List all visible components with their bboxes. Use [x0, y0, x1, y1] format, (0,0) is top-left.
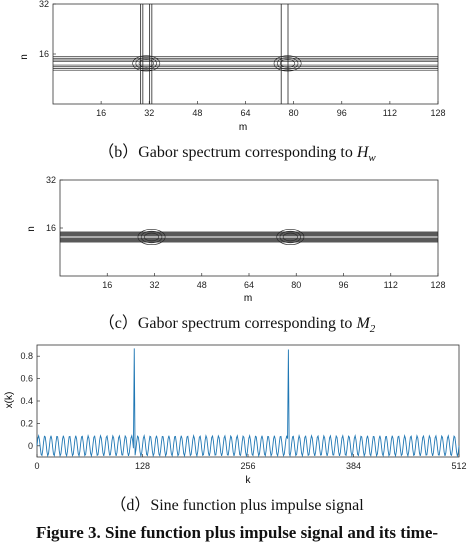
contour-blob: [279, 230, 302, 244]
axes-b: 16 32 48 64 80 96 112 128 16 32: [39, 0, 446, 118]
x-tick-label-d: 256: [240, 461, 255, 471]
y-tick-label-c: 32: [46, 175, 56, 185]
y-tick-label-d: 0.6: [20, 374, 33, 384]
x-tick-label-d: 0: [34, 461, 39, 471]
plot-frame-c: [59, 179, 439, 277]
ylabel-c: n: [26, 226, 37, 232]
gabor-spectrum-hw-panel: 16 32 48 64 80 96 112 128 16 32 m n: [19, 0, 446, 133]
x-tick-label-c: 16: [102, 280, 112, 290]
contour-blob: [137, 229, 166, 246]
contour-blob: [144, 232, 160, 242]
caption-b-text: （b）Gabor spectrum corresponding to: [98, 144, 357, 161]
xlabel-c: m: [244, 293, 252, 304]
x-tick-label-d: 384: [346, 461, 361, 471]
xlabel-b: m: [239, 122, 247, 133]
contour-blob: [282, 232, 298, 242]
plot-frame-b: [52, 3, 439, 105]
contour-blob: [276, 229, 305, 246]
contour-blob: [276, 57, 299, 70]
caption-b: （b）Gabor spectrum corresponding to Hw: [0, 143, 474, 168]
y-tick-label-d: 0: [28, 441, 33, 451]
y-tick-label-d: 0.8: [20, 351, 33, 361]
caption-c: （c）Gabor spectrum corresponding to M2: [0, 314, 474, 339]
figure-title: Figure 3. Sine function plus impulse sig…: [35, 523, 439, 542]
sine-impulse-signal-panel: 0 128 256 384 512 0 0.2 0.4 0.6 0.8 k x(k): [4, 344, 467, 486]
x-tick-label-b: 128: [430, 108, 445, 118]
caption-d: （d）Sine function plus impulse signal: [110, 497, 364, 514]
axes-d: 0 128 256 384 512 0 0.2 0.4 0.6 0.8: [20, 351, 466, 471]
x-tick-label-b: 80: [289, 108, 299, 118]
x-tick-label-b: 16: [96, 108, 106, 118]
x-tick-label-d: 512: [451, 461, 466, 471]
x-tick-label-b: 96: [337, 108, 347, 118]
ylabel-b: n: [19, 54, 30, 60]
contour-blob: [138, 59, 154, 68]
y-tick-label-c: 16: [46, 223, 56, 233]
gabor-spectrum-m2-panel: 16 32 48 64 80 96 112 128 16 32 m n: [26, 175, 446, 304]
x-tick-label-b: 64: [240, 108, 250, 118]
x-tick-label-c: 112: [384, 280, 398, 290]
caption-c-text: （c）Gabor spectrum corresponding to: [98, 315, 357, 332]
x-tick-label-c: 32: [149, 280, 159, 290]
ylabel-d: x(k): [4, 392, 15, 409]
contour-lines-b: [53, 4, 438, 104]
y-tick-label-b: 16: [39, 49, 49, 59]
caption-b-subscript: w: [368, 152, 376, 165]
plot-frame-d: [36, 344, 460, 458]
contour-lines-c: [60, 229, 438, 246]
contour-blob: [140, 230, 163, 244]
contour-blob: [273, 55, 302, 72]
caption-b-symbol: H: [356, 144, 369, 161]
x-tick-label-b: 32: [144, 108, 154, 118]
caption-c-subscript: 2: [369, 323, 376, 336]
x-tick-label-c: 96: [338, 280, 348, 290]
x-tick-label-d: 128: [135, 461, 150, 471]
signal-series-line: [36, 348, 460, 458]
caption-c-symbol: M: [356, 315, 370, 332]
x-tick-label-c: 64: [244, 280, 254, 290]
y-tick-label-b: 32: [39, 0, 49, 9]
y-tick-label-d: 0.2: [20, 418, 33, 428]
x-tick-label-c: 80: [291, 280, 301, 290]
signal-line: [36, 348, 460, 458]
x-tick-label-c: 128: [430, 280, 445, 290]
x-tick-label-b: 112: [383, 108, 397, 118]
axes-c: 16 32 48 64 80 96 112 128 16 32: [46, 175, 446, 290]
x-tick-label-c: 48: [197, 280, 207, 290]
contour-blob: [135, 57, 157, 70]
contour-blob: [280, 59, 296, 68]
xlabel-d: k: [246, 475, 252, 486]
x-tick-label-b: 48: [192, 108, 202, 118]
y-tick-label-d: 0.4: [20, 396, 33, 406]
contour-blob: [132, 55, 161, 72]
